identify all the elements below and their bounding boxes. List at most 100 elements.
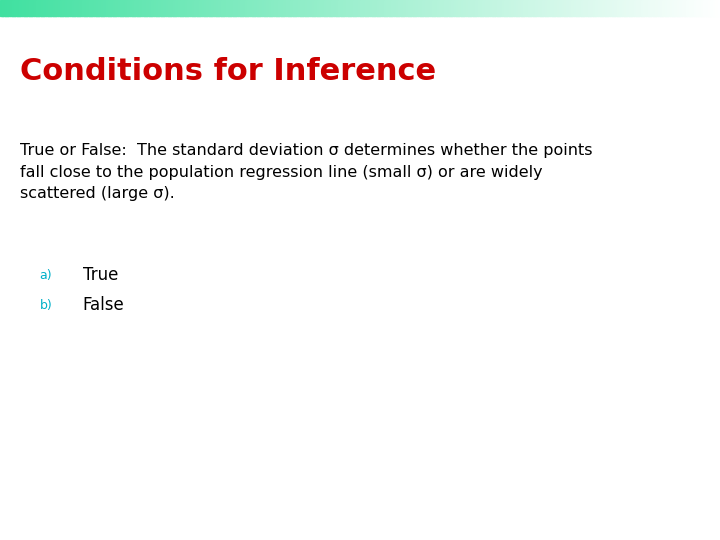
Bar <box>67 0 71 16</box>
Bar <box>667 0 670 16</box>
Bar <box>302 0 305 16</box>
Bar <box>475 0 478 16</box>
Bar <box>482 0 485 16</box>
Bar <box>607 0 611 16</box>
Bar <box>228 0 231 16</box>
Bar <box>533 0 536 16</box>
Bar <box>384 0 387 16</box>
Bar <box>523 0 526 16</box>
Bar <box>322 0 325 16</box>
Bar <box>240 0 243 16</box>
Bar <box>113 0 116 16</box>
Bar <box>408 0 411 16</box>
Bar <box>369 0 373 16</box>
Bar <box>180 0 183 16</box>
Bar <box>593 0 596 16</box>
Bar <box>125 0 128 16</box>
Bar <box>603 0 606 16</box>
Bar <box>247 0 251 16</box>
Bar <box>343 0 346 16</box>
Bar <box>689 0 692 16</box>
Bar <box>413 0 416 16</box>
Bar <box>629 0 632 16</box>
Bar <box>269 0 272 16</box>
Bar <box>326 0 330 16</box>
Bar <box>261 0 265 16</box>
Bar <box>24 0 27 16</box>
Bar <box>441 0 445 16</box>
Bar <box>360 0 363 16</box>
Bar <box>271 0 274 16</box>
Bar <box>432 0 435 16</box>
Bar <box>185 0 188 16</box>
Bar <box>621 0 625 16</box>
Bar <box>387 0 390 16</box>
Bar <box>415 0 418 16</box>
Bar <box>14 0 17 16</box>
Bar <box>691 0 694 16</box>
Bar <box>626 0 629 16</box>
Bar <box>684 0 687 16</box>
Bar <box>192 0 195 16</box>
Bar <box>315 0 318 16</box>
Bar <box>504 0 507 16</box>
Bar <box>600 0 603 16</box>
Bar <box>377 0 380 16</box>
Bar <box>225 0 229 16</box>
Bar <box>655 0 658 16</box>
Bar <box>264 0 267 16</box>
Bar <box>595 0 598 16</box>
Bar <box>468 0 471 16</box>
Bar <box>17 0 20 16</box>
Bar <box>189 0 193 16</box>
Bar <box>310 0 312 16</box>
Bar <box>50 0 53 16</box>
Bar <box>305 0 308 16</box>
Bar <box>96 0 99 16</box>
Bar <box>509 0 512 16</box>
Bar <box>526 0 528 16</box>
Bar <box>679 0 683 16</box>
Bar <box>221 0 224 16</box>
Bar <box>686 0 690 16</box>
Bar <box>211 0 215 16</box>
Bar <box>60 0 63 16</box>
Bar <box>0 0 3 16</box>
Bar <box>7 0 10 16</box>
Bar <box>38 0 42 16</box>
Bar <box>130 0 132 16</box>
Bar <box>706 0 708 16</box>
Bar <box>178 0 181 16</box>
Bar <box>348 0 351 16</box>
Bar <box>290 0 294 16</box>
Bar <box>283 0 287 16</box>
Bar <box>578 0 582 16</box>
Bar <box>12 0 15 16</box>
Bar <box>216 0 219 16</box>
Bar <box>74 0 78 16</box>
Bar <box>610 0 613 16</box>
Text: b): b) <box>40 299 53 312</box>
Bar <box>648 0 651 16</box>
Bar <box>559 0 562 16</box>
Bar <box>516 0 519 16</box>
Bar <box>389 0 392 16</box>
Bar <box>257 0 260 16</box>
Bar <box>492 0 495 16</box>
Bar <box>235 0 238 16</box>
Bar <box>538 0 541 16</box>
Bar <box>511 0 514 16</box>
Bar <box>312 0 315 16</box>
Bar <box>63 0 66 16</box>
Bar <box>552 0 555 16</box>
Bar <box>425 0 428 16</box>
Bar <box>434 0 438 16</box>
Bar <box>5 0 8 16</box>
Bar <box>187 0 190 16</box>
Bar <box>708 0 711 16</box>
Bar <box>444 0 447 16</box>
Bar <box>473 0 476 16</box>
Bar <box>653 0 656 16</box>
Bar <box>252 0 255 16</box>
Bar <box>485 0 488 16</box>
